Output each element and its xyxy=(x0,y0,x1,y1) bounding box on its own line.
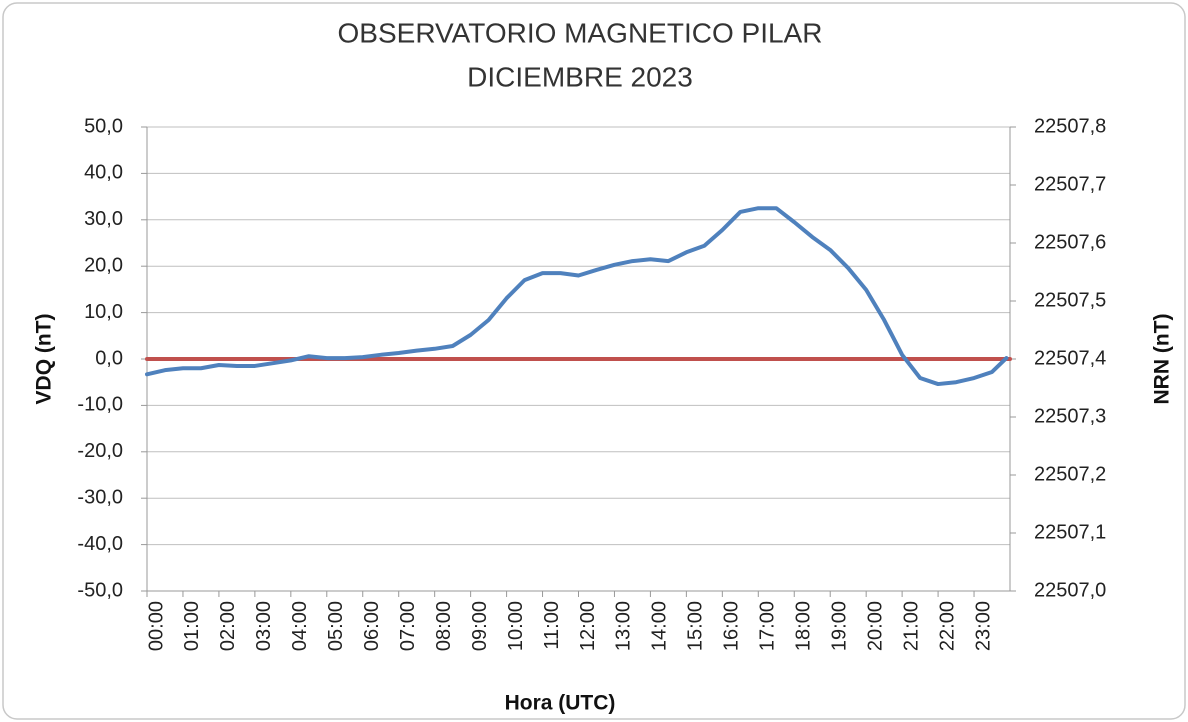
x-tick-label: 20:00 xyxy=(864,601,886,651)
y-tick-label: 40,0 xyxy=(84,162,123,184)
y2-tick-label: 22507,0 xyxy=(1034,579,1106,601)
x-tick-label: 04:00 xyxy=(289,601,311,651)
y2-tick-label: 22507,4 xyxy=(1034,347,1106,369)
y2-tick-label: 22507,2 xyxy=(1034,463,1106,485)
y-tick-label: 0,0 xyxy=(95,347,123,369)
x-tick-label: 16:00 xyxy=(721,601,743,651)
x-tick-label: 17:00 xyxy=(757,601,779,651)
x-tick-label: 22:00 xyxy=(936,601,958,651)
y2-tick-label: 22507,7 xyxy=(1034,173,1106,195)
x-tick-label: 21:00 xyxy=(900,601,922,651)
y-tick-label: -10,0 xyxy=(77,394,123,416)
x-tick-label: 19:00 xyxy=(828,601,850,651)
y2-tick-label: 22507,6 xyxy=(1034,231,1106,253)
x-tick-label: 05:00 xyxy=(325,601,347,651)
x-tick-label: 06:00 xyxy=(361,601,383,651)
y-tick-label: 20,0 xyxy=(84,254,123,276)
y-tick-label: -20,0 xyxy=(77,440,123,462)
y2-tick-label: 22507,3 xyxy=(1034,405,1106,427)
x-tick-label: 11:00 xyxy=(541,601,563,650)
x-tick-label: 00:00 xyxy=(145,601,167,651)
x-tick-label: 02:00 xyxy=(217,601,239,651)
y2-tick-label: 22507,1 xyxy=(1034,521,1106,543)
x-tick-label: 10:00 xyxy=(505,601,527,651)
y-axis-title: VDQ (nT) xyxy=(33,314,56,405)
x-tick-label: 14:00 xyxy=(649,601,671,651)
x-tick-label: 08:00 xyxy=(433,601,455,651)
y2-tick-label: 22507,5 xyxy=(1034,289,1106,311)
x-tick-label: 07:00 xyxy=(397,601,419,651)
x-tick-label: 13:00 xyxy=(613,601,635,651)
chart-subtitle: DICIEMBRE 2023 xyxy=(467,61,693,92)
x-tick-label: 12:00 xyxy=(577,601,599,651)
data-line xyxy=(145,206,1009,387)
y-tick-label: -50,0 xyxy=(77,579,123,601)
x-tick-label: 03:00 xyxy=(253,601,275,651)
y-tick-label: 50,0 xyxy=(84,115,123,137)
chart-title: OBSERVATORIO MAGNETICO PILAR xyxy=(338,17,823,48)
x-tick-label: 09:00 xyxy=(469,601,491,651)
y-tick-label: -40,0 xyxy=(77,533,123,555)
y-tick-label: 10,0 xyxy=(84,301,123,323)
x-tick-label: 15:00 xyxy=(685,601,707,651)
x-tick-label: 01:00 xyxy=(181,601,203,651)
y-tick-label: -30,0 xyxy=(77,486,123,508)
x-tick-label: 18:00 xyxy=(793,601,815,651)
y2-tick-label: 22507,8 xyxy=(1034,115,1106,137)
y-tick-label: 30,0 xyxy=(84,208,123,230)
x-tick-label: 23:00 xyxy=(972,601,994,651)
x-axis-title: Hora (UTC) xyxy=(505,692,616,715)
y2-axis-title: NRN (nT) xyxy=(1151,314,1174,405)
